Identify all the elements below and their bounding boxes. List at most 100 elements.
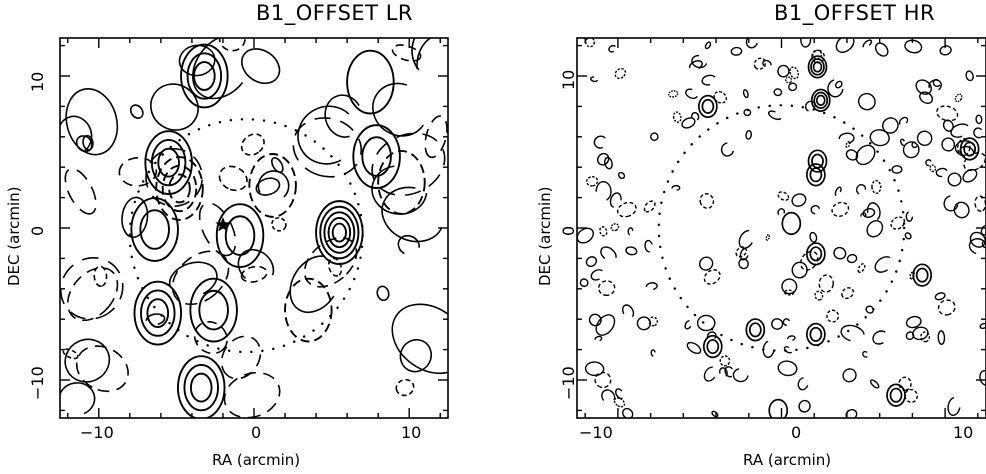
contour-line — [745, 38, 759, 49]
contour-line — [584, 361, 605, 377]
contour-line — [846, 253, 858, 264]
source-contour — [377, 150, 426, 215]
contour-line — [777, 64, 790, 78]
source-contour — [806, 322, 826, 347]
source-contour — [331, 222, 347, 243]
source-contour — [361, 136, 392, 177]
contour-line — [866, 202, 881, 221]
dotted-circle — [657, 104, 906, 352]
source-contour — [215, 203, 265, 268]
contour-line — [975, 114, 983, 125]
contour-line — [604, 156, 613, 170]
contour-line — [645, 282, 658, 291]
contour-panel-lr: B1_OFFSET LR −10 0 10 −10 0 10 RA (arcmi… — [0, 0, 460, 474]
contour-line — [289, 255, 341, 313]
contour-line — [594, 335, 603, 342]
contour-line — [585, 175, 599, 187]
contour-line — [594, 371, 612, 389]
contour-line — [937, 330, 946, 345]
contour-line — [840, 324, 865, 343]
contour-line — [395, 378, 415, 397]
contour-line — [834, 186, 842, 197]
source-contour — [806, 242, 826, 266]
source-contour — [809, 326, 823, 342]
contour-line — [954, 93, 963, 103]
source-contour — [912, 263, 933, 287]
source-contour — [706, 339, 720, 355]
contour-line — [781, 278, 798, 295]
contour-line — [904, 232, 912, 240]
contour-line — [397, 234, 420, 256]
source-contour — [193, 61, 216, 91]
contour-line — [257, 170, 290, 202]
contour-plot-lr — [59, 37, 449, 419]
contour-field — [60, 38, 448, 418]
source-contour — [701, 98, 715, 114]
contour-line — [391, 44, 422, 62]
contour-line — [704, 41, 712, 50]
source-contour — [963, 141, 977, 157]
contour-line — [297, 105, 359, 165]
contour-line — [862, 350, 869, 358]
contour-line — [925, 159, 933, 167]
source-contour — [959, 137, 980, 161]
contour-line — [60, 382, 96, 417]
contour-line — [979, 370, 986, 386]
x-axis-label: RA (arcmin) — [743, 451, 832, 469]
contour-line — [64, 167, 97, 215]
contour-line — [292, 117, 363, 178]
contour-line — [667, 90, 679, 98]
contour-line — [898, 116, 909, 126]
contour-field — [577, 38, 986, 418]
contour-line — [773, 88, 783, 97]
contour-line — [699, 193, 715, 209]
contour-line — [690, 111, 700, 122]
contour-line — [786, 335, 796, 342]
contour-line — [771, 318, 784, 330]
x-tick-label: 0 — [251, 423, 262, 442]
contour-line — [738, 258, 749, 270]
contour-line — [869, 379, 880, 389]
contour-line — [874, 256, 894, 273]
contour-line — [621, 304, 635, 319]
source-contour — [198, 289, 229, 331]
contour-line — [644, 239, 654, 253]
contour-line — [636, 316, 652, 331]
source-contour — [810, 58, 825, 76]
source-contour — [323, 211, 356, 254]
contour-line — [223, 371, 281, 418]
contour-line — [60, 115, 93, 155]
contour-line — [684, 320, 693, 330]
contour-line — [600, 246, 617, 262]
y-axis-label: DEC (arcmin) — [5, 186, 23, 286]
y-axis-label: DEC (arcmin) — [536, 186, 554, 286]
contour-line — [762, 59, 772, 69]
contour-line — [765, 234, 771, 241]
contour-plot-hr — [576, 37, 986, 419]
contour-line — [585, 38, 595, 48]
contour-line — [810, 205, 821, 215]
x-axis-label: RA (arcmin) — [212, 451, 301, 469]
contour-line — [882, 117, 899, 134]
contour-line — [585, 256, 598, 267]
contour-line — [739, 247, 750, 261]
contour-line — [783, 346, 793, 354]
contour-line — [713, 90, 728, 104]
contour-line — [979, 322, 986, 330]
contour-line — [916, 130, 933, 147]
source-contour — [315, 200, 364, 265]
source-contour — [327, 217, 352, 249]
contour-line — [937, 299, 956, 316]
contour-line — [855, 184, 867, 195]
contour-line — [703, 269, 721, 285]
contour-line — [800, 38, 812, 48]
contour-line — [777, 208, 786, 217]
contour-line — [240, 133, 265, 156]
contour-line — [66, 267, 119, 322]
contour-line — [915, 79, 932, 95]
contour-line — [324, 94, 364, 138]
panel-title: B1_OFFSET LR — [256, 1, 413, 25]
contour-line — [672, 111, 682, 123]
contour-line — [934, 292, 946, 301]
contour-line — [93, 265, 108, 287]
